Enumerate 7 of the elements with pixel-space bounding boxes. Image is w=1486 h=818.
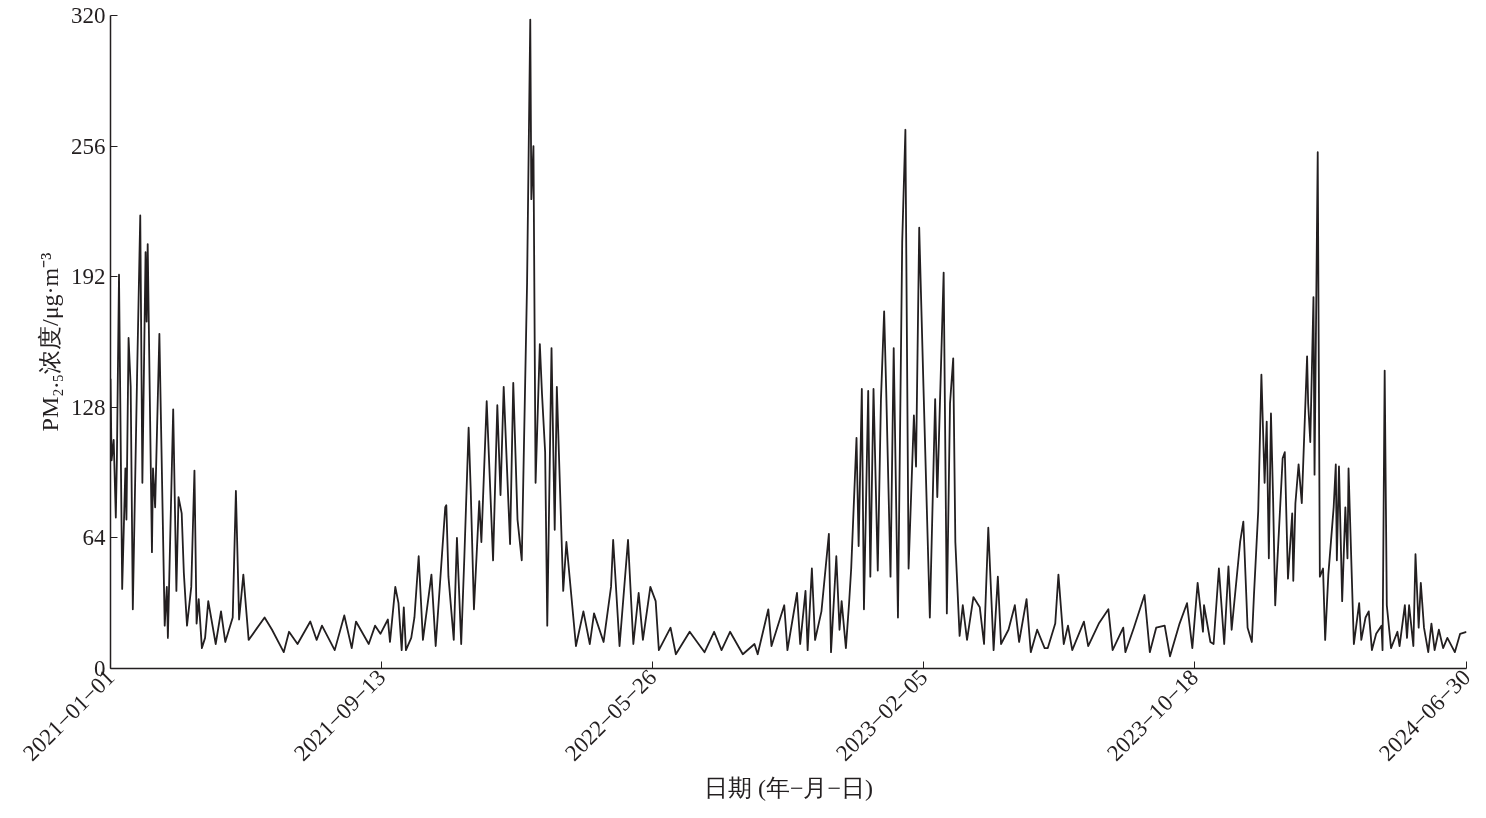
- x-axis-title: 日期 (年−月−日): [703, 775, 874, 802]
- y-tick-label: 192: [71, 264, 106, 290]
- y-tick-label: 320: [71, 3, 106, 28]
- y-tick-label: 128: [71, 394, 106, 420]
- y-tick-label: 64: [82, 525, 106, 551]
- y-axis-title: PM₂.₅浓度/μg·m⁻³: [37, 252, 63, 432]
- y-tick-label: 256: [71, 133, 106, 159]
